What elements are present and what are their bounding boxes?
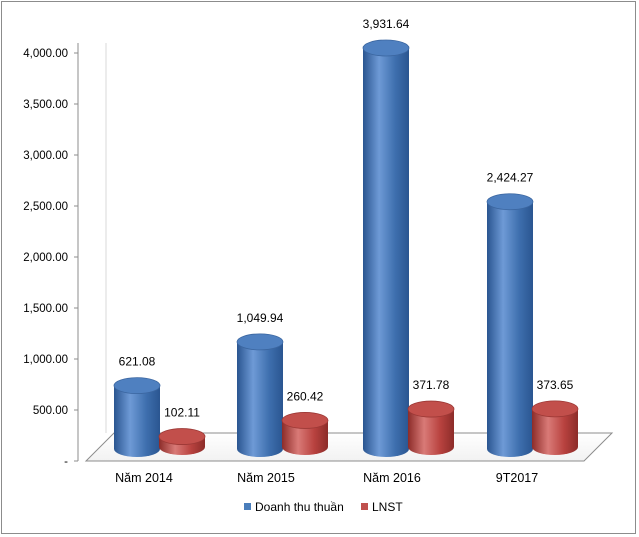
bar-body bbox=[487, 201, 533, 449]
bar-lnst bbox=[531, 400, 579, 455]
bar-top bbox=[407, 400, 455, 418]
data-label: 373.65 bbox=[537, 378, 574, 392]
legend-swatch bbox=[244, 503, 251, 510]
data-label: 371.78 bbox=[413, 378, 450, 392]
y-tick-label: 1,500.00 bbox=[23, 303, 68, 315]
legend-swatch bbox=[361, 503, 368, 510]
x-category-label: 9T2017 bbox=[496, 471, 538, 485]
bar-top bbox=[113, 377, 161, 395]
x-category-label: Năm 2016 bbox=[363, 471, 421, 485]
bar-body bbox=[363, 47, 409, 450]
data-label: 260.42 bbox=[287, 389, 324, 403]
y-tick-label: 3,000.00 bbox=[23, 150, 68, 162]
data-label: 1,049.94 bbox=[237, 311, 284, 325]
bar-doanh-thu-thuan bbox=[486, 193, 534, 457]
y-tick-label: 500.00 bbox=[33, 405, 68, 417]
y-tick-label: 3,500.00 bbox=[23, 99, 68, 111]
y-tick-label: 2,000.00 bbox=[23, 252, 68, 264]
bar-top bbox=[236, 333, 284, 351]
bar-lnst bbox=[158, 428, 206, 455]
legend-doanh-thu-thuan: Doanh thu thuần bbox=[244, 500, 344, 514]
y-tick-label: 4,000.00 bbox=[23, 48, 68, 60]
bar-top bbox=[158, 428, 206, 445]
data-label: 621.08 bbox=[119, 355, 156, 369]
legend-lnst: LNST bbox=[361, 500, 403, 514]
data-label: 2,424.27 bbox=[487, 171, 534, 185]
y-tick-label: 1,000.00 bbox=[23, 354, 68, 366]
bar-lnst bbox=[281, 412, 329, 455]
y-tick-label: 2,500.00 bbox=[23, 201, 68, 213]
data-label: 3,931.64 bbox=[363, 17, 410, 31]
x-category-label: Năm 2015 bbox=[237, 471, 295, 485]
bar-top bbox=[281, 412, 329, 429]
bar-doanh-thu-thuan bbox=[362, 39, 410, 457]
bar-top bbox=[486, 193, 534, 211]
bar-body bbox=[237, 341, 283, 449]
data-label: 102.11 bbox=[164, 406, 200, 420]
legend-label: Doanh thu thuần bbox=[255, 500, 344, 514]
legend-label: LNST bbox=[372, 500, 403, 514]
x-category-label: Năm 2014 bbox=[115, 471, 173, 485]
bar-doanh-thu-thuan bbox=[236, 333, 284, 457]
y-tick-label: - bbox=[64, 456, 68, 468]
bar-lnst bbox=[407, 400, 455, 455]
chart-floor bbox=[84, 432, 614, 462]
bar-doanh-thu-thuan bbox=[113, 377, 161, 457]
bar-top bbox=[362, 39, 410, 57]
bar-top bbox=[531, 400, 579, 418]
bar-body bbox=[114, 385, 160, 449]
